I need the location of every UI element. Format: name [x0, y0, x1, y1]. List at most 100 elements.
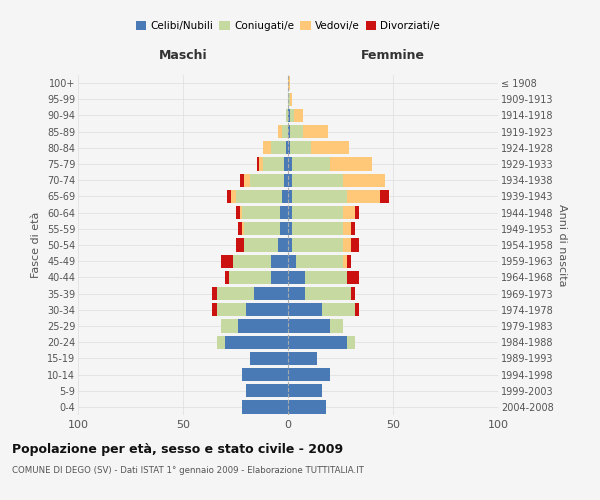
Bar — [242, 222, 244, 235]
Bar — [347, 336, 355, 349]
Bar — [212, 287, 217, 300]
Bar — [330, 158, 372, 170]
Bar — [288, 368, 330, 381]
Bar — [288, 352, 317, 365]
Bar — [235, 190, 282, 203]
Bar — [343, 206, 355, 220]
Bar — [235, 206, 240, 220]
Bar — [229, 270, 271, 284]
Bar — [303, 125, 328, 138]
Bar — [217, 287, 254, 300]
Bar — [343, 238, 351, 252]
Bar — [288, 125, 290, 138]
Bar — [288, 109, 290, 122]
Bar — [250, 352, 288, 365]
Bar — [343, 254, 347, 268]
Bar — [282, 125, 288, 138]
Bar — [296, 254, 343, 268]
Bar — [288, 206, 292, 220]
Bar — [286, 109, 288, 122]
Bar — [290, 109, 295, 122]
Bar — [288, 158, 292, 170]
Bar — [225, 270, 229, 284]
Bar — [305, 287, 351, 300]
Bar — [271, 270, 288, 284]
Bar — [292, 206, 343, 220]
Bar — [240, 174, 244, 187]
Legend: Celibi/Nubili, Coniugati/e, Vedovi/e, Divorziati/e: Celibi/Nubili, Coniugati/e, Vedovi/e, Di… — [134, 19, 442, 33]
Bar — [288, 384, 322, 398]
Bar — [263, 158, 284, 170]
Bar — [347, 270, 359, 284]
Bar — [242, 206, 280, 220]
Bar — [259, 158, 263, 170]
Bar — [233, 254, 271, 268]
Bar — [254, 287, 288, 300]
Bar — [238, 320, 288, 332]
Bar — [284, 174, 288, 187]
Bar — [225, 336, 288, 349]
Bar — [290, 141, 311, 154]
Bar — [288, 76, 290, 90]
Bar — [288, 270, 305, 284]
Bar — [246, 303, 288, 316]
Bar — [355, 206, 359, 220]
Bar — [355, 303, 359, 316]
Bar — [351, 287, 355, 300]
Bar — [227, 190, 232, 203]
Bar — [288, 190, 292, 203]
Bar — [288, 287, 305, 300]
Bar — [284, 158, 288, 170]
Bar — [288, 303, 322, 316]
Bar — [292, 158, 330, 170]
Bar — [288, 222, 292, 235]
Bar — [290, 92, 292, 106]
Bar — [277, 238, 288, 252]
Bar — [217, 303, 246, 316]
Bar — [380, 190, 389, 203]
Bar — [347, 254, 351, 268]
Bar — [288, 174, 292, 187]
Bar — [221, 254, 233, 268]
Bar — [305, 270, 347, 284]
Bar — [217, 336, 225, 349]
Bar — [292, 174, 343, 187]
Text: COMUNE DI DEGO (SV) - Dati ISTAT 1° gennaio 2009 - Elaborazione TUTTITALIA.IT: COMUNE DI DEGO (SV) - Dati ISTAT 1° genn… — [12, 466, 364, 475]
Bar — [288, 92, 290, 106]
Bar — [343, 174, 385, 187]
Text: Maschi: Maschi — [158, 49, 208, 62]
Bar — [257, 158, 259, 170]
Bar — [288, 238, 292, 252]
Bar — [282, 190, 288, 203]
Text: Femmine: Femmine — [361, 49, 425, 62]
Bar — [280, 206, 288, 220]
Bar — [271, 141, 286, 154]
Bar — [240, 206, 242, 220]
Bar — [235, 238, 244, 252]
Text: Popolazione per età, sesso e stato civile - 2009: Popolazione per età, sesso e stato civil… — [12, 442, 343, 456]
Bar — [288, 320, 330, 332]
Bar — [277, 125, 282, 138]
Y-axis label: Fasce di età: Fasce di età — [31, 212, 41, 278]
Bar — [292, 238, 343, 252]
Bar — [292, 190, 347, 203]
Bar — [288, 254, 296, 268]
Bar — [263, 141, 271, 154]
Bar — [242, 400, 288, 413]
Bar — [244, 222, 280, 235]
Bar — [232, 190, 235, 203]
Bar — [311, 141, 349, 154]
Bar — [244, 238, 277, 252]
Bar — [271, 254, 288, 268]
Bar — [280, 222, 288, 235]
Bar — [322, 303, 355, 316]
Bar — [221, 320, 238, 332]
Bar — [343, 222, 351, 235]
Bar — [246, 384, 288, 398]
Y-axis label: Anni di nascita: Anni di nascita — [557, 204, 568, 286]
Bar — [295, 109, 303, 122]
Bar — [288, 336, 347, 349]
Bar — [347, 190, 380, 203]
Bar — [351, 238, 359, 252]
Bar — [292, 222, 343, 235]
